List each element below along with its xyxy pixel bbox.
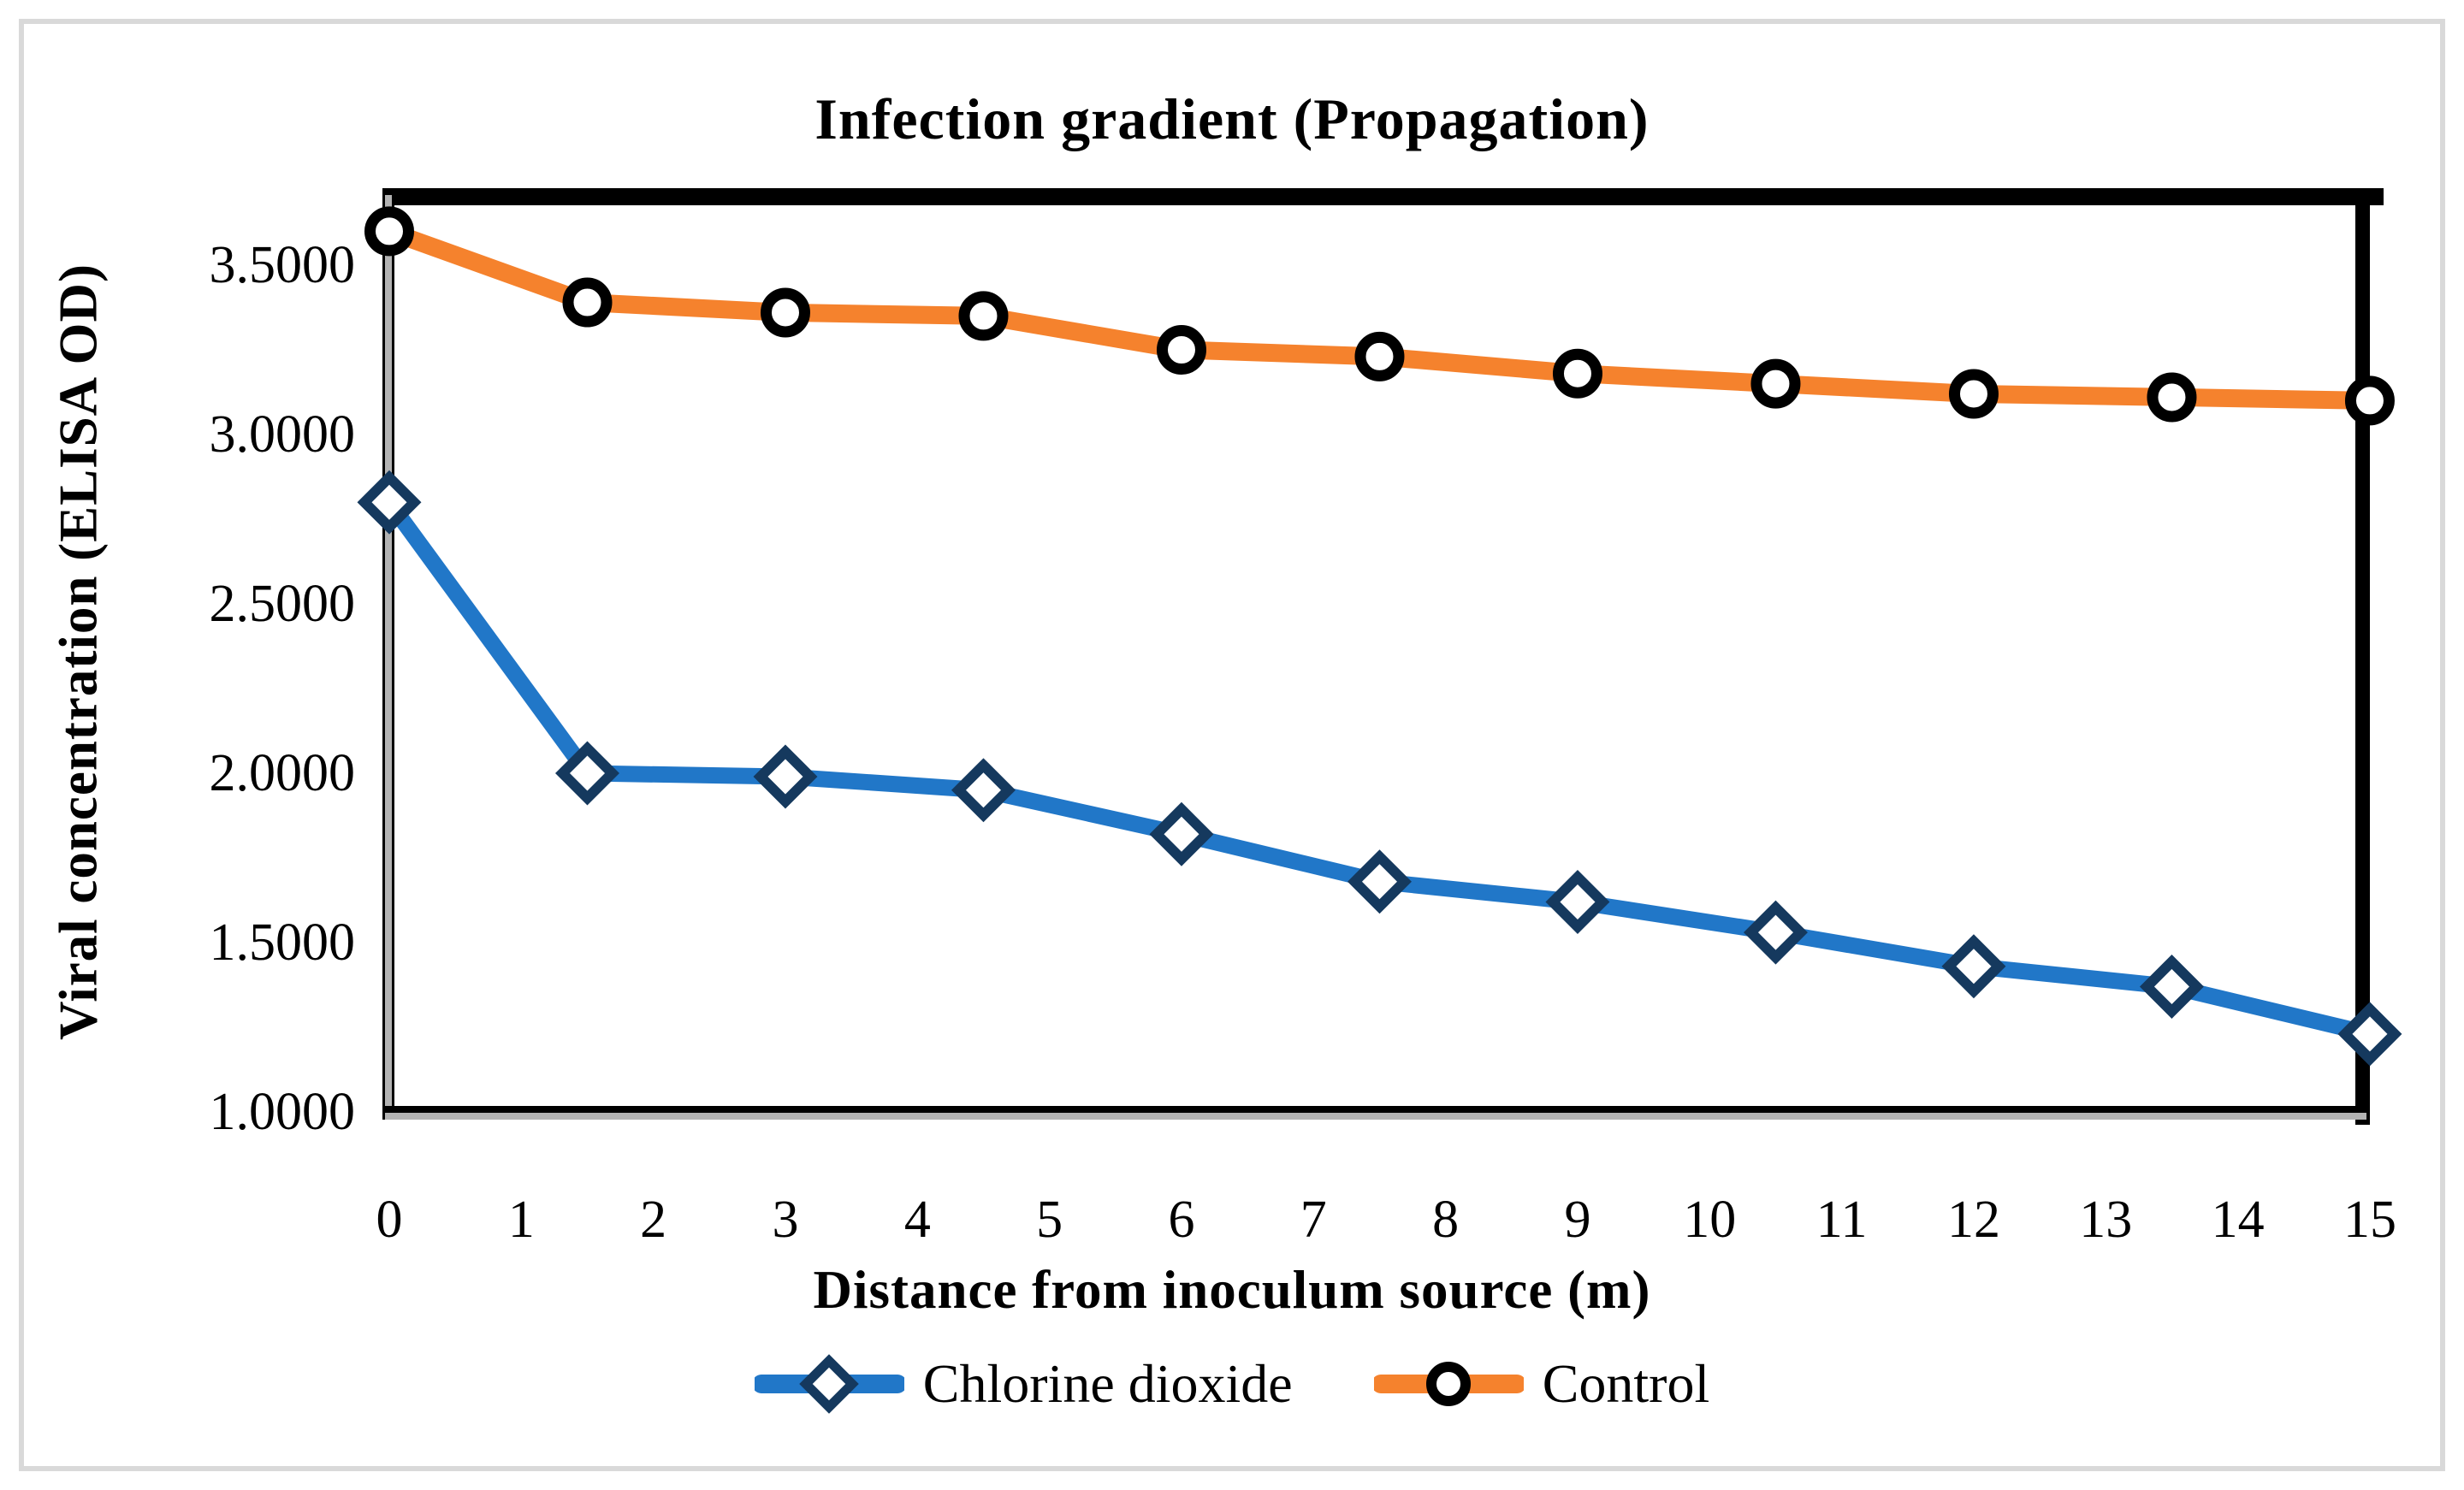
x-tick-label-2: 2	[640, 1191, 667, 1249]
x-tick-label-9: 9	[1564, 1191, 1591, 1249]
x-tick-label-7: 7	[1300, 1191, 1327, 1249]
y-tick-label-1.0000: 1.0000	[209, 1083, 356, 1141]
data-point-chlorine-dioxide-5	[1347, 849, 1412, 914]
circle-marker-icon	[1373, 1362, 1524, 1406]
legend-item-chlorine-dioxide: Chlorine dioxide	[754, 1351, 1293, 1416]
data-point-chlorine-dioxide-6	[1545, 869, 1610, 934]
data-point-control-6	[1552, 348, 1602, 399]
data-point-chlorine-dioxide-3	[951, 758, 1016, 823]
legend-label: Chlorine dioxide	[922, 1353, 1293, 1414]
y-tick-label-1.5000: 1.5000	[209, 914, 356, 972]
data-point-control-0	[364, 206, 414, 257]
data-point-control-4	[1156, 325, 1206, 375]
x-tick-label-14: 14	[2211, 1191, 2265, 1249]
x-axis-line	[382, 1106, 2360, 1113]
data-point-chlorine-dioxide-2	[753, 744, 818, 809]
x-axis-line-shadow	[389, 1113, 2366, 1120]
legend-label: Control	[1542, 1353, 1710, 1414]
y-axis-line	[382, 195, 385, 1120]
y-axis-line	[392, 195, 394, 1120]
x-tick-label-13: 13	[2079, 1191, 2133, 1249]
y-tick-label-2.0000: 2.0000	[209, 744, 356, 802]
data-point-chlorine-dioxide-8	[1941, 934, 2006, 999]
x-tick-label-10: 10	[1683, 1191, 1737, 1249]
x-axis-title: Distance from inoculum source (m)	[813, 1260, 1651, 1320]
x-tick-label-8: 8	[1432, 1191, 1460, 1249]
plot-border-top	[382, 188, 2384, 205]
data-point-control-5	[1354, 331, 1405, 381]
data-point-chlorine-dioxide-1	[555, 741, 619, 806]
data-point-control-7	[1750, 358, 1801, 409]
diamond-marker-icon	[754, 1354, 904, 1414]
chart-legend: Chlorine dioxide Control	[0, 1351, 2464, 1416]
data-point-chlorine-dioxide-7	[1743, 900, 1808, 965]
plot-border-right	[2355, 188, 2370, 1125]
x-tick-label-11: 11	[1815, 1191, 1868, 1249]
y-axis-line-shadow	[385, 195, 392, 1120]
data-point-control-8	[1948, 369, 1999, 419]
x-tick-label-5: 5	[1036, 1191, 1063, 1249]
x-tick-label-0: 0	[376, 1191, 403, 1249]
data-point-chlorine-dioxide-0	[357, 470, 422, 535]
y-tick-label-3.0000: 3.0000	[209, 405, 356, 464]
chart-title: Infection gradient (Propagation)	[814, 86, 1650, 151]
x-tick-label-3: 3	[772, 1191, 799, 1249]
x-tick-label-6: 6	[1168, 1191, 1195, 1249]
data-point-control-2	[760, 287, 810, 338]
data-point-chlorine-dioxide-9	[2139, 954, 2204, 1019]
x-tick-label-4: 4	[903, 1191, 931, 1249]
series-line-chlorine-dioxide	[381, 494, 2378, 1043]
x-tick-label-1: 1	[507, 1191, 535, 1249]
legend-item-control: Control	[1373, 1351, 1710, 1416]
data-point-control-3	[958, 291, 1009, 341]
y-tick-label-2.5000: 2.5000	[209, 575, 356, 633]
x-tick-label-15: 15	[2343, 1191, 2396, 1249]
x-tick-label-12: 12	[1946, 1191, 2000, 1249]
data-point-chlorine-dioxide-10	[2337, 1002, 2402, 1067]
data-point-chlorine-dioxide-4	[1149, 801, 1214, 866]
data-point-control-9	[2147, 372, 2197, 423]
data-point-control-10	[2344, 375, 2395, 426]
y-tick-label-3.5000: 3.5000	[209, 236, 356, 294]
figure-frame	[19, 19, 2445, 1471]
data-point-control-1	[562, 277, 613, 328]
y-axis-title: Viral concentration (ELISA OD)	[48, 263, 109, 1040]
